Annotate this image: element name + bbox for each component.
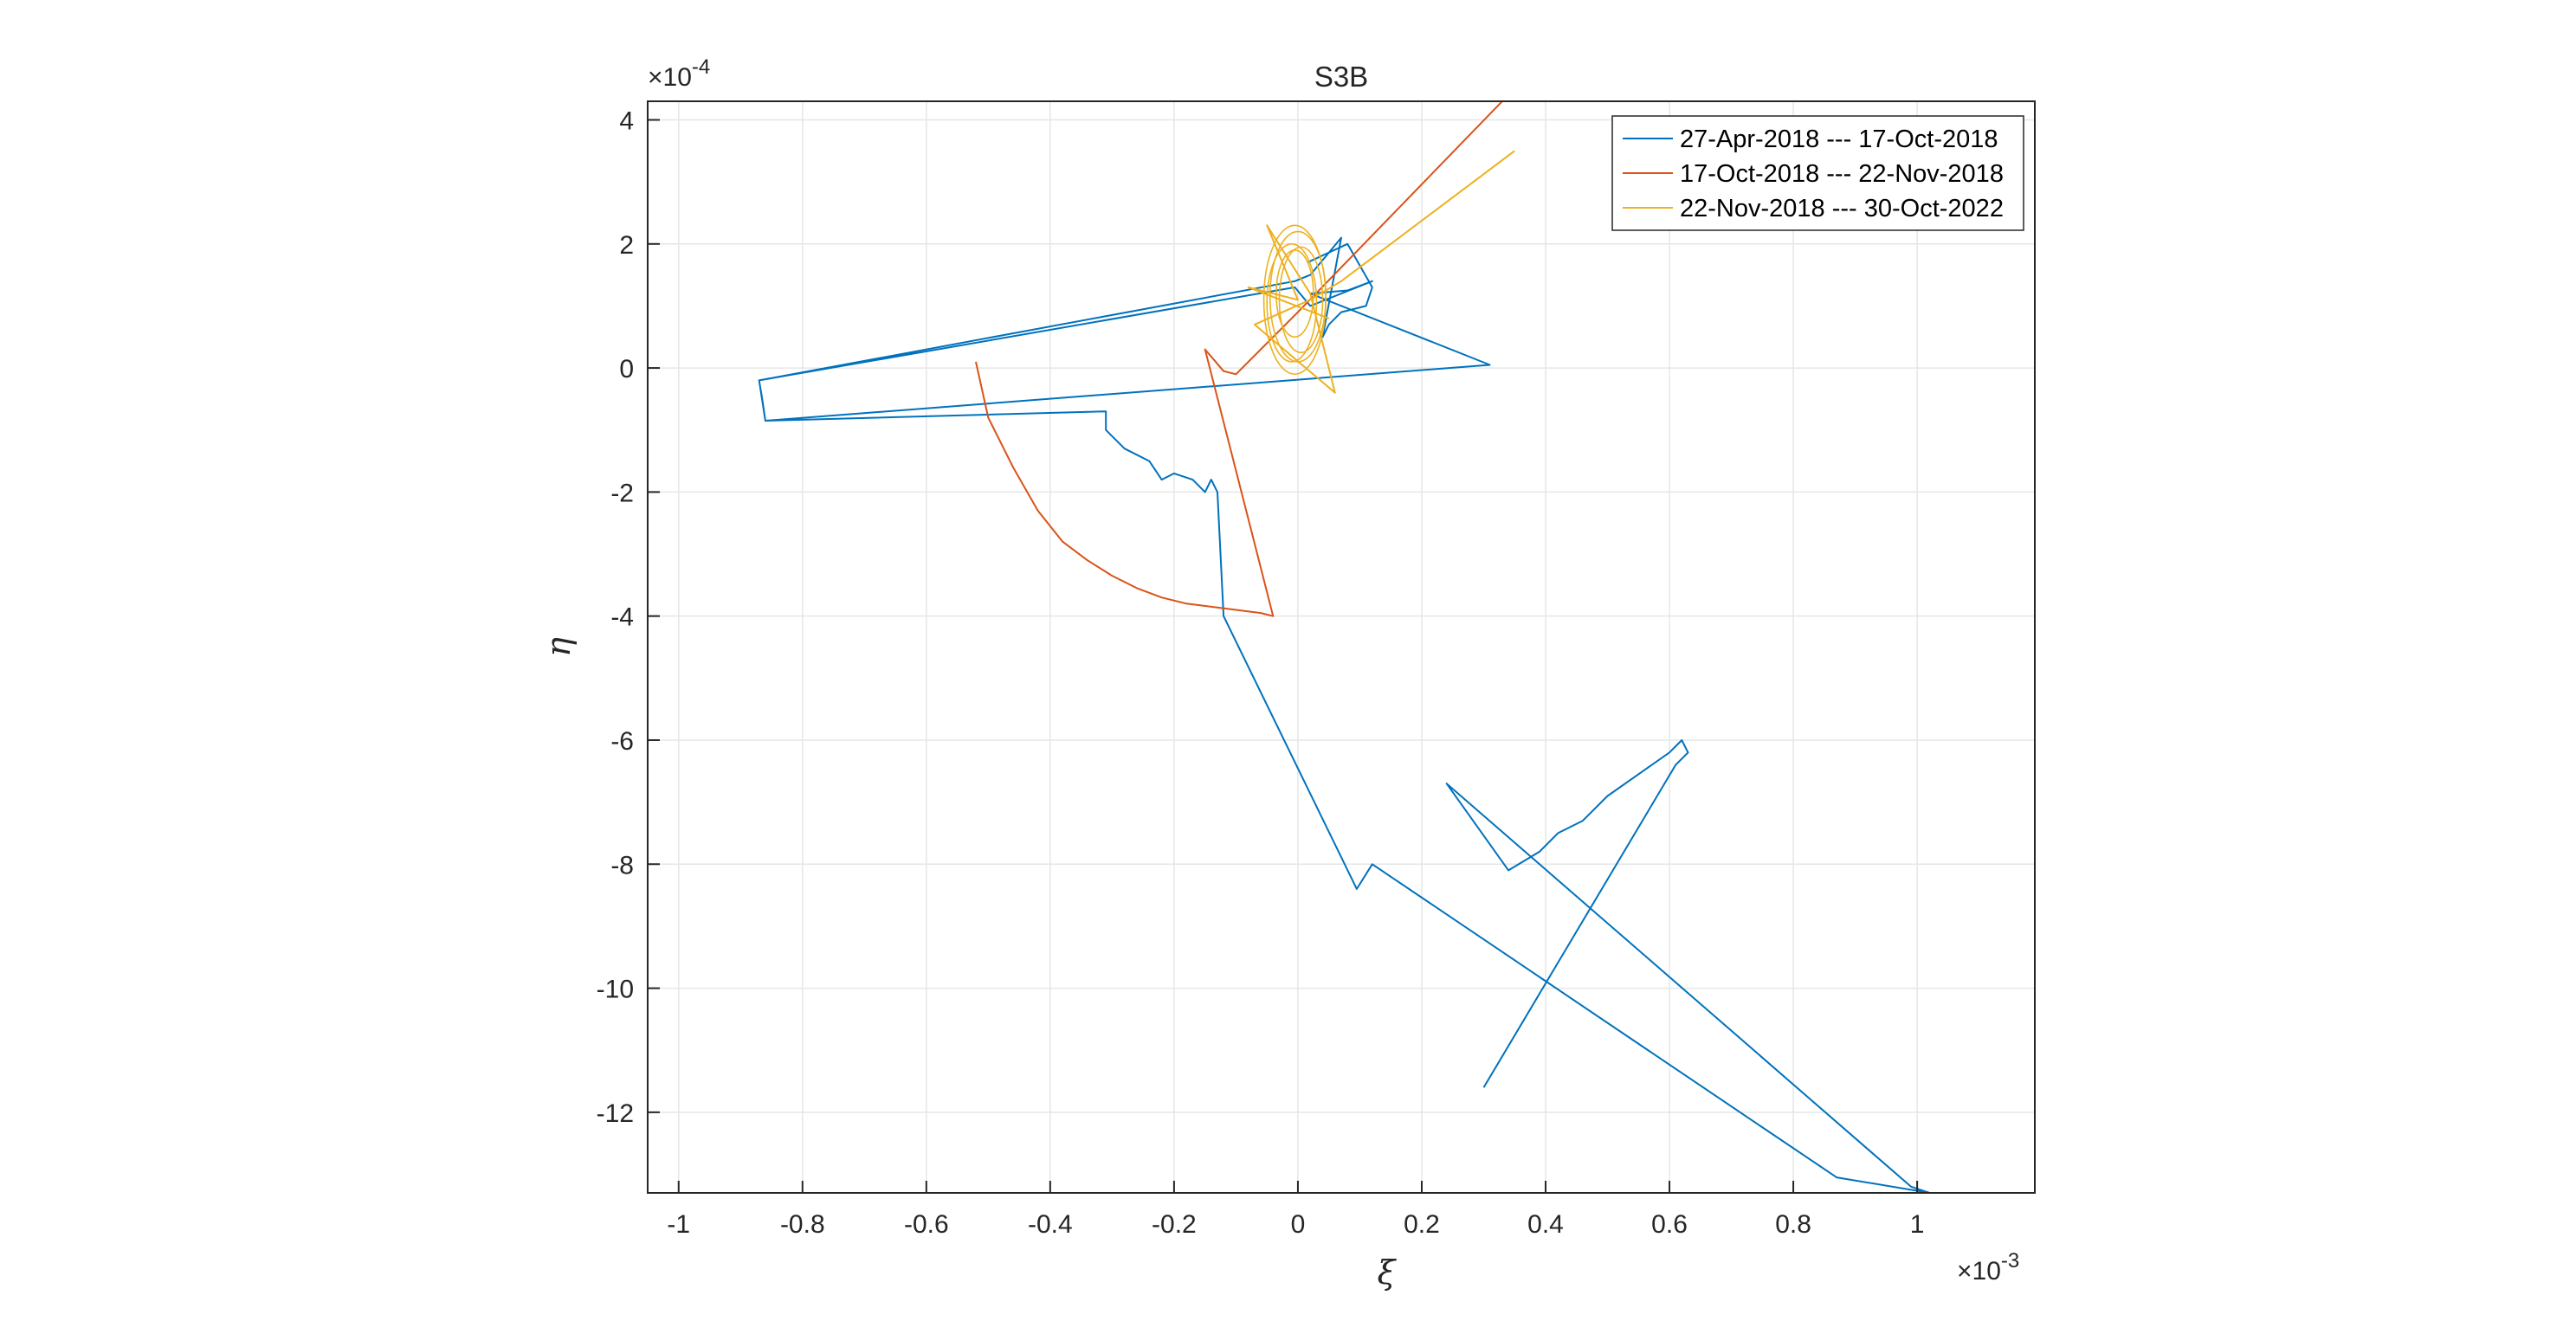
x-axis-label: ξ [1378, 1253, 1398, 1292]
y-tick-label: -2 [610, 479, 634, 507]
y-axis-label: η [539, 637, 578, 657]
x-exponent-power: -3 [2001, 1249, 2019, 1273]
legend-label-1: 27-Apr-2018 --- 17-Oct-2018 [1680, 126, 1998, 153]
chart-title: S3B [1314, 61, 1368, 93]
plot-series [758, 101, 1931, 1193]
x-tick-label: -1 [667, 1210, 690, 1239]
x-tick-label: 0.2 [1404, 1210, 1440, 1239]
y-tick-label: 4 [619, 106, 634, 135]
y-axis-exponent: ×10-4 [648, 55, 710, 92]
series-3-loop [1275, 249, 1314, 338]
y-tick-label: -6 [610, 727, 634, 756]
series-3-loop [1266, 242, 1318, 363]
y-exponent-base: ×10 [648, 63, 692, 92]
legend: 27-Apr-2018 --- 17-Oct-2018 17-Oct-2018 -… [1611, 115, 2024, 231]
plot-frame [647, 100, 2036, 1194]
y-tick-label: -10 [597, 976, 634, 1004]
x-tick-label: 1 [1910, 1210, 1925, 1239]
x-tick-label: 0.8 [1775, 1210, 1811, 1239]
series-line-2 [975, 101, 1503, 617]
x-tick-label: -0.6 [904, 1210, 949, 1239]
y-exponent-power: -4 [692, 55, 710, 79]
x-axis-exponent: ×10-3 [1957, 1249, 2019, 1286]
x-tick-label: -0.4 [1028, 1210, 1073, 1239]
y-tick-label: 2 [619, 231, 634, 260]
series-3-loop [1269, 230, 1327, 363]
x-tick-label: 0 [1291, 1210, 1306, 1239]
series-3-loop [1278, 246, 1324, 353]
ticks: -1 -0.8 -0.6 -0.4 -0.2 0 0.2 0.4 0.6 0.8 1 4 2 0 -2 -4 -… [597, 106, 1925, 1239]
x-tick-label: 0.4 [1527, 1210, 1564, 1239]
x-tick-label: 0.6 [1651, 1210, 1688, 1239]
x-exponent-base: ×10 [1957, 1257, 2001, 1286]
y-tick-label: -4 [610, 603, 634, 632]
legend-box [1611, 115, 2024, 231]
x-tick-label: -0.2 [1152, 1210, 1197, 1239]
series-line-1 [758, 236, 1931, 1193]
grid [648, 101, 2035, 1193]
y-tick-label: -8 [610, 851, 634, 880]
y-tick-label: -12 [597, 1099, 634, 1128]
legend-label-2: 17-Oct-2018 --- 22-Nov-2018 [1680, 160, 2004, 188]
legend-label-3: 22-Nov-2018 --- 30-Oct-2022 [1680, 195, 2004, 222]
x-tick-label: -0.8 [780, 1210, 825, 1239]
y-tick-label: 0 [619, 355, 634, 383]
